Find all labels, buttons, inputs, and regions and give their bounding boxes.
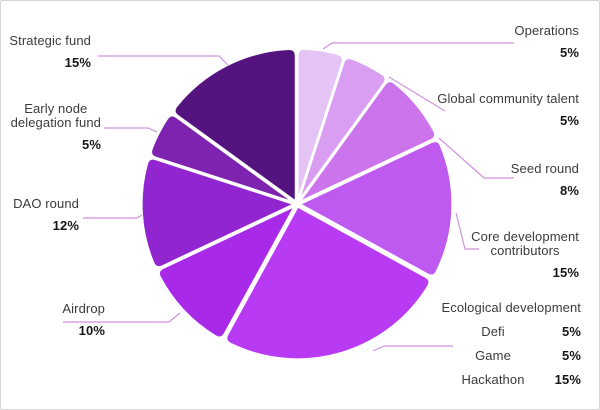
- leader-line-strategic-fund: [98, 55, 229, 66]
- leader-line-core-development-contributors: [455, 212, 479, 250]
- label-pct-global-community-talent: 5%: [560, 113, 579, 128]
- label-pct-airdrop: 10%: [78, 323, 105, 338]
- sub-item-name-game: Game: [475, 348, 511, 363]
- sub-item-pct-game: 5%: [562, 348, 581, 363]
- pie-slice-early-node-delegation-fund: [149, 114, 296, 204]
- sub-item-hackathon: Hackathon 15%: [433, 373, 581, 387]
- leader-line-operations: [322, 42, 514, 50]
- label-text-ecological-development: Ecological development: [441, 300, 581, 315]
- label-pct-seed-round: 8%: [560, 183, 579, 198]
- leader-line-global-community-talent: [388, 76, 446, 112]
- label-block-dao-round: DAO round 12%: [13, 197, 79, 233]
- pie-slice-ecological-development: [225, 205, 431, 361]
- label-text-core-development-contributors: contributors: [490, 243, 560, 258]
- sub-item-name-defi: Defi: [481, 324, 505, 339]
- pie-slice-core-development-contributors: [298, 139, 454, 277]
- sub-item-game: Game 5%: [433, 349, 581, 363]
- leader-line-seed-round: [438, 137, 514, 179]
- label-pct-dao-round: 12%: [52, 218, 79, 233]
- label-block-seed-round: Seed round 8%: [511, 162, 579, 198]
- label-text-early-node-delegation-fund: Early node: [24, 101, 88, 116]
- label-text-core-development-contributors: Core development: [471, 229, 579, 244]
- label-block-core-development-contributors: Core development contributors 15%: [471, 230, 579, 280]
- pie-slice-seed-round: [297, 79, 437, 204]
- pie-slice-dao-round: [140, 157, 296, 269]
- leader-line-dao-round: [83, 214, 143, 219]
- label-pct-operations: 5%: [560, 45, 579, 60]
- label-block-airdrop: Airdrop 10%: [62, 302, 105, 338]
- label-pct-early-node-delegation-fund: 5%: [82, 137, 101, 152]
- leader-line-airdrop: [63, 312, 181, 323]
- label-text-early-node-delegation-fund: delegation fund: [10, 115, 101, 130]
- label-text-global-community-talent: Global community talent: [437, 91, 579, 106]
- pie-slice-operations: [296, 47, 345, 203]
- pie-slice-strategic-fund: [173, 47, 297, 203]
- label-pct-core-development-contributors: 15%: [552, 265, 579, 280]
- sub-item-defi: Defi 5%: [433, 325, 581, 339]
- label-block-strategic-fund: Strategic fund 15%: [9, 34, 91, 70]
- label-text-dao-round: DAO round: [13, 196, 79, 211]
- pie-slice-airdrop: [157, 204, 297, 339]
- label-pct-strategic-fund: 15%: [64, 55, 91, 70]
- sub-item-pct-hackathon: 15%: [554, 372, 581, 387]
- label-block-global-community-talent: Global community talent 5%: [437, 92, 579, 128]
- sub-item-pct-defi: 5%: [562, 324, 581, 339]
- label-block-early-node-delegation-fund: Early node delegation fund 5%: [11, 102, 101, 152]
- label-text-airdrop: Airdrop: [62, 301, 105, 316]
- label-block-operations: Operations 5%: [514, 24, 579, 60]
- leader-line-early-node-delegation-fund: [104, 127, 158, 133]
- label-text-seed-round: Seed round: [510, 161, 579, 176]
- label-text-operations: Operations: [514, 23, 579, 38]
- label-text-strategic-fund: Strategic fund: [9, 33, 91, 48]
- leader-line-ecological-development: [372, 345, 453, 352]
- pie-slice-global-community-talent: [297, 56, 387, 203]
- label-block-ecological-development: Ecological development Defi 5% Game 5% Hackat…: [433, 301, 581, 387]
- sub-item-name-hackathon: Hackathon: [461, 372, 525, 387]
